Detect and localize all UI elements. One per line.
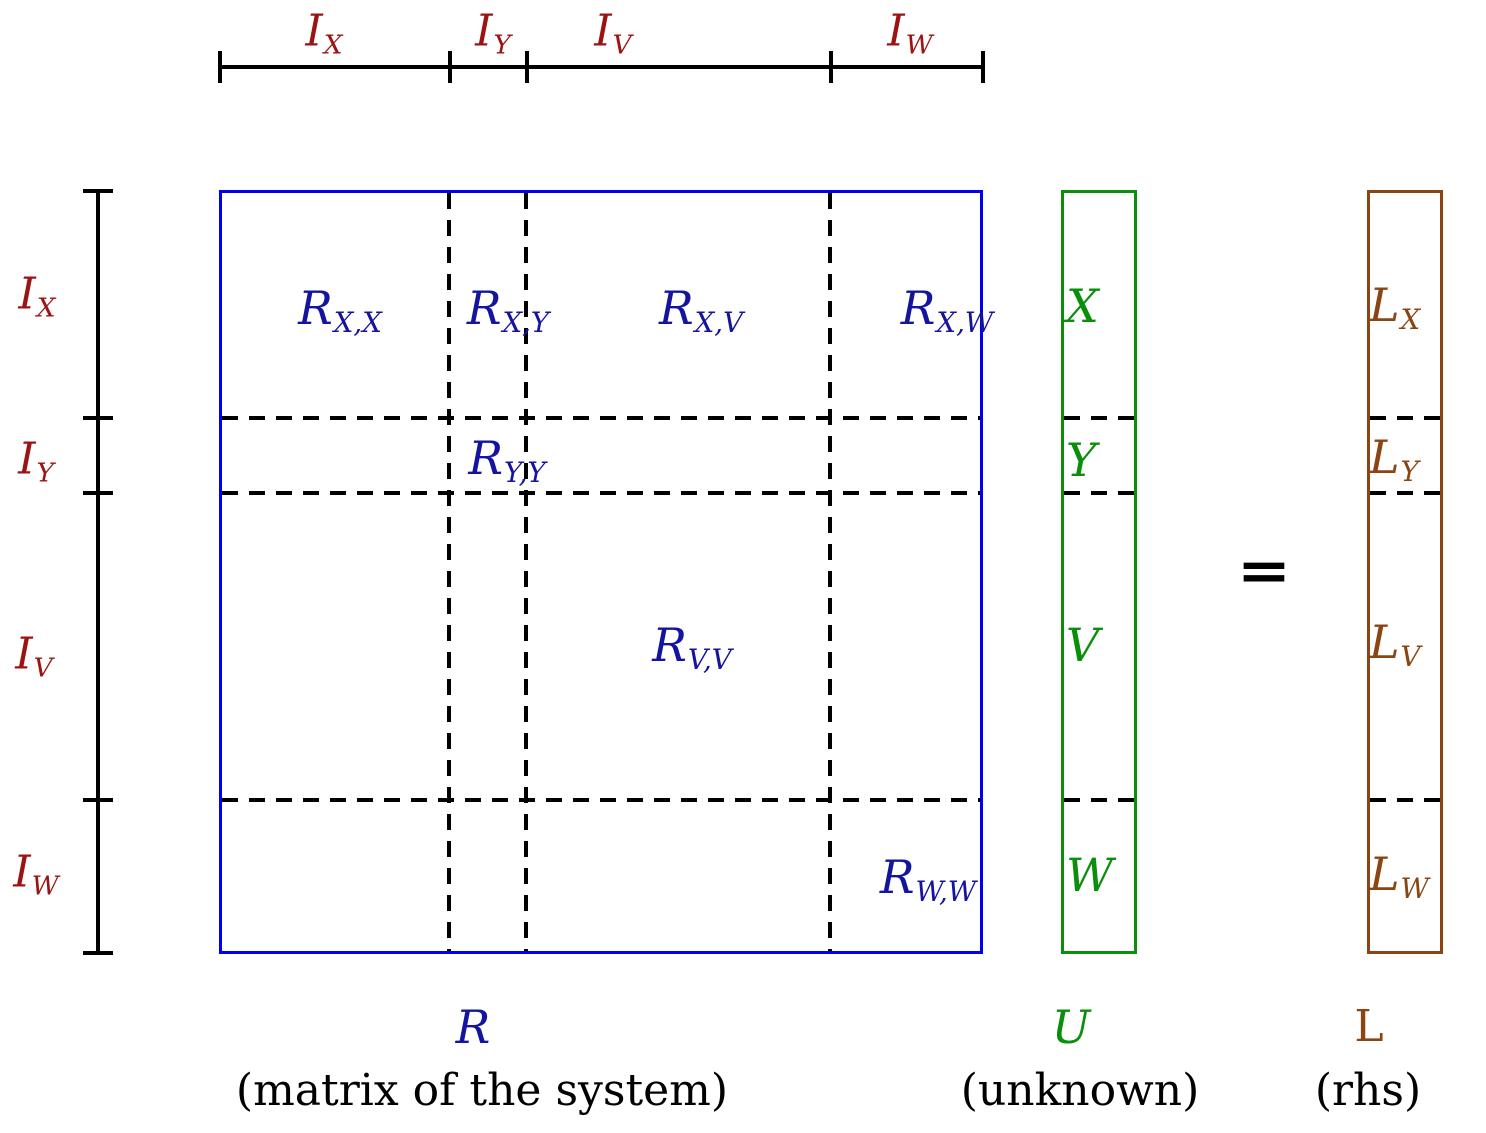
rhs-entry-lw: LW bbox=[1369, 847, 1429, 906]
matrix-block-label-vv: RV,V bbox=[652, 618, 732, 677]
ruler-tick bbox=[525, 51, 529, 83]
top-index-label-w: IW bbox=[887, 5, 933, 61]
ruler-tick bbox=[218, 51, 222, 83]
unknown-vector-outline bbox=[1061, 190, 1137, 954]
rhs-entry-lv: LV bbox=[1369, 615, 1421, 674]
matrix-row-divider bbox=[222, 491, 980, 495]
left-ruler-line bbox=[96, 190, 100, 954]
matrix-block-label-xv: RX,V bbox=[659, 281, 743, 340]
ruler-tick bbox=[83, 189, 113, 193]
left-index-label-v: IV bbox=[15, 628, 53, 684]
matrix-caption-symbol: R bbox=[455, 1000, 491, 1054]
top-index-label-x: IX bbox=[305, 5, 343, 61]
left-index-label-w: IW bbox=[13, 846, 59, 902]
unknown-entry-v: V bbox=[1066, 618, 1100, 672]
equals-sign: = bbox=[1236, 539, 1292, 603]
rhs-caption-symbol: L bbox=[1354, 1001, 1384, 1052]
unknown-caption-text: (unknown) bbox=[960, 1065, 1200, 1116]
top-index-label-y: IY bbox=[475, 5, 511, 61]
matrix-block-label-xy: RX,Y bbox=[466, 281, 550, 340]
matrix-row-divider bbox=[222, 416, 980, 420]
left-index-label-x: IX bbox=[18, 268, 56, 324]
rhs-caption-text: (rhs) bbox=[1314, 1065, 1422, 1116]
rhs-row-divider bbox=[1370, 798, 1440, 802]
top-ruler-line bbox=[218, 65, 985, 69]
top-index-label-v: IV bbox=[594, 5, 632, 61]
rhs-row-divider bbox=[1370, 416, 1440, 420]
matrix-column-divider bbox=[828, 193, 832, 951]
matrix-column-divider bbox=[524, 193, 528, 951]
matrix-block-label-ww: RW,W bbox=[879, 850, 977, 909]
matrix-column-divider bbox=[447, 193, 451, 951]
left-index-label-y: IY bbox=[18, 433, 54, 489]
unknown-row-divider bbox=[1064, 798, 1134, 802]
matrix-outline bbox=[219, 190, 983, 954]
matrix-caption-text: (matrix of the system) bbox=[235, 1065, 729, 1116]
ruler-tick bbox=[83, 491, 113, 495]
unknown-row-divider bbox=[1064, 491, 1134, 495]
ruler-tick bbox=[981, 51, 985, 83]
unknown-row-divider bbox=[1064, 416, 1134, 420]
ruler-tick bbox=[83, 416, 113, 420]
rhs-row-divider bbox=[1370, 491, 1440, 495]
matrix-row-divider bbox=[222, 798, 980, 802]
ruler-tick bbox=[83, 951, 113, 955]
unknown-caption-symbol: U bbox=[1051, 1000, 1091, 1054]
rhs-entry-ly: LY bbox=[1369, 430, 1419, 489]
matrix-block-label-xw: RX,W bbox=[900, 281, 994, 340]
matrix-block-label-yy: RY,Y bbox=[468, 431, 546, 490]
rhs-vector-outline bbox=[1367, 190, 1443, 954]
rhs-entry-lx: LX bbox=[1369, 278, 1421, 337]
unknown-entry-w: W bbox=[1066, 848, 1114, 902]
ruler-tick bbox=[829, 51, 833, 83]
ruler-tick bbox=[448, 51, 452, 83]
unknown-entry-x: X bbox=[1066, 279, 1099, 333]
ruler-tick bbox=[83, 798, 113, 802]
matrix-block-label-xx: RX,X bbox=[298, 281, 382, 340]
unknown-entry-y: Y bbox=[1066, 433, 1097, 487]
